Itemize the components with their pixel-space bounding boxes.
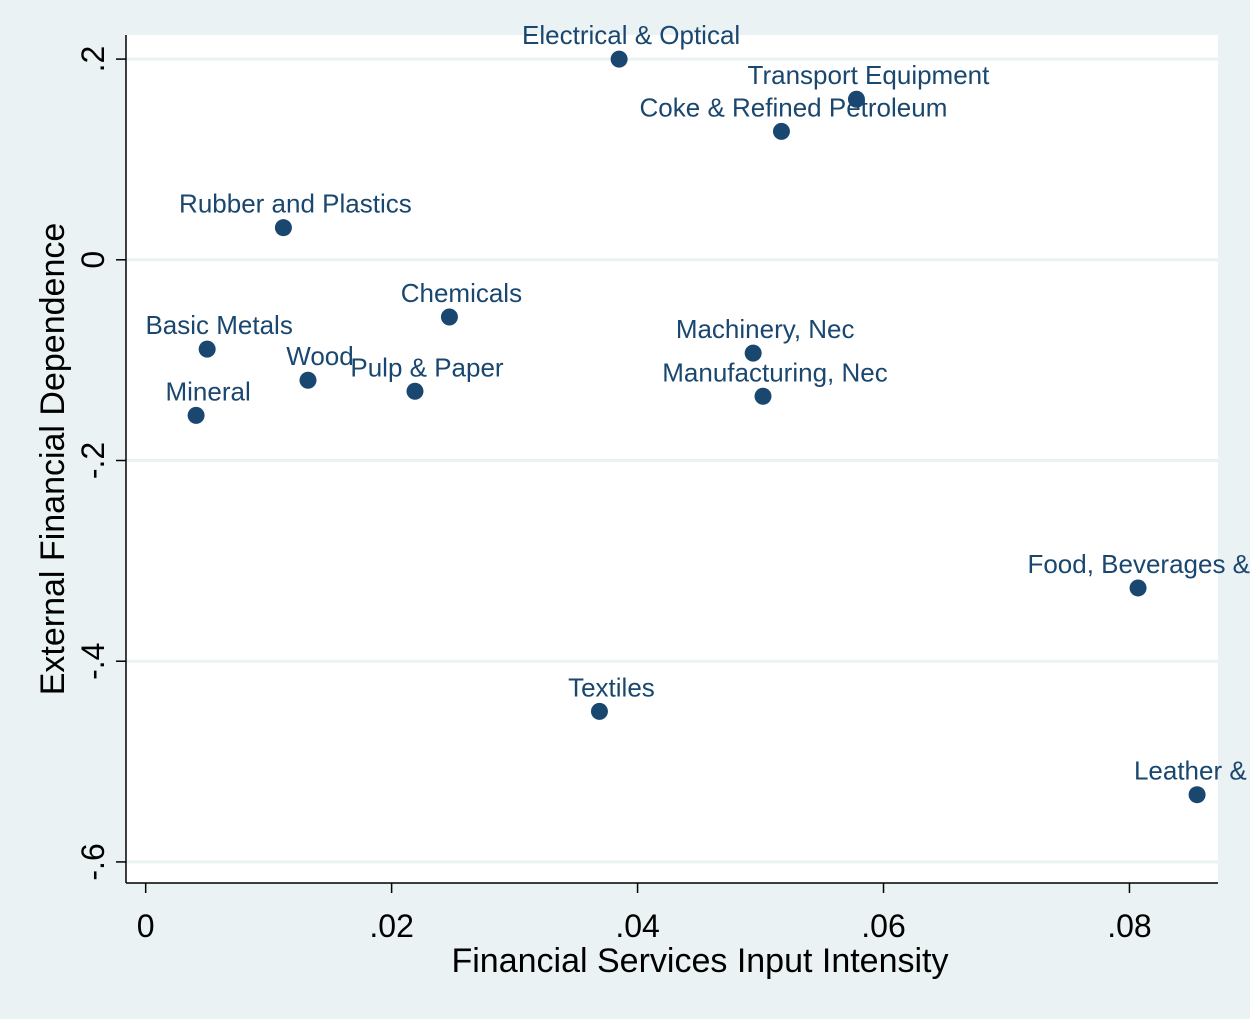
point	[744, 344, 762, 362]
point-label: Basic Metals	[145, 310, 292, 340]
point	[299, 371, 317, 389]
point	[1129, 579, 1147, 597]
x-tick-label: .06	[861, 908, 905, 944]
x-tick-label: .08	[1107, 908, 1151, 944]
point-label: Manufacturing, Nec	[662, 357, 887, 387]
point-label: Chemicals	[401, 278, 522, 308]
point	[772, 122, 790, 140]
point	[847, 90, 865, 108]
point-label: Coke & Refined Petroleum	[640, 92, 948, 122]
x-tick-label: 0	[137, 908, 155, 944]
x-tick-label: .02	[369, 908, 413, 944]
point-label: Textiles	[568, 672, 655, 702]
y-tick-label: -.6	[75, 843, 111, 880]
grid	[126, 57, 1218, 864]
point	[610, 50, 628, 68]
plot-area	[126, 35, 1218, 883]
point-label: Mineral	[165, 376, 250, 406]
x-axis-title: Financial Services Input Intensity	[451, 942, 948, 980]
point	[198, 340, 216, 358]
point-label: Wood	[286, 341, 353, 371]
point	[754, 387, 772, 405]
point	[187, 406, 205, 424]
y-axis-title: External Financial Dependence	[34, 223, 72, 696]
point	[440, 308, 458, 326]
y-tick-label: .2	[75, 46, 111, 73]
point	[590, 702, 608, 720]
y-tick-label: -.4	[75, 643, 111, 680]
point-label: Leather & Fo	[1134, 756, 1250, 786]
point-label: Rubber and Plastics	[179, 189, 412, 219]
point	[1188, 786, 1206, 804]
point-label: Food, Beverages & T	[1027, 549, 1250, 579]
point	[406, 382, 424, 400]
y-tick-label: -.2	[75, 442, 111, 479]
y-tick-label: 0	[75, 251, 111, 269]
x-tick-label: .04	[615, 908, 659, 944]
point-label: Machinery, Nec	[676, 314, 855, 344]
point-label: Electrical & Optical	[522, 20, 740, 50]
point-label: Transport Equipment	[748, 60, 991, 90]
point-label: Pulp & Paper	[350, 352, 504, 382]
point	[274, 219, 292, 237]
